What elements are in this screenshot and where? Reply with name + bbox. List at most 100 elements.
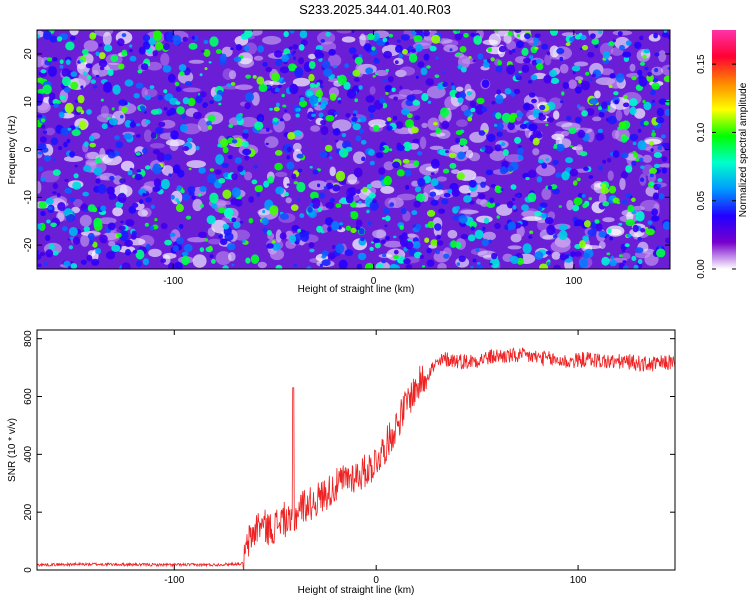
heatmap-cell xyxy=(320,150,328,158)
heatmap-cell xyxy=(283,30,289,38)
heatmap-cell xyxy=(485,169,494,176)
heatmap-cell xyxy=(460,209,479,214)
heatmap-cell xyxy=(80,234,90,247)
heatmap-cell xyxy=(607,228,612,234)
heatmap-cell xyxy=(352,113,357,117)
heatmap-cell xyxy=(598,111,605,118)
heatmap-cell xyxy=(649,140,655,146)
heatmap-cell xyxy=(487,46,493,53)
heatmap-cell xyxy=(637,128,642,133)
heatmap-cell xyxy=(221,85,240,90)
heatmap-cell xyxy=(612,39,616,43)
heatmap-cell xyxy=(522,216,542,221)
heatmap-cell xyxy=(211,258,216,264)
heatmap-cell xyxy=(481,238,489,247)
heatmap-cell xyxy=(625,40,632,46)
heatmap-cell xyxy=(429,132,446,137)
heatmap-cell xyxy=(221,162,229,168)
heatmap-cell xyxy=(631,205,645,211)
heatmap-cell xyxy=(470,226,475,231)
heatmap-cell xyxy=(245,42,257,55)
heatmap-cell xyxy=(273,106,280,112)
heatmap-cell xyxy=(262,209,266,214)
heatmap-cell xyxy=(561,32,577,37)
heatmap-cell xyxy=(438,208,446,214)
heatmap-cell xyxy=(310,125,320,132)
heatmap-cell xyxy=(295,107,300,112)
heatmap-cell xyxy=(199,247,205,253)
heatmap-cell xyxy=(211,203,218,209)
heatmap-cell xyxy=(74,164,78,168)
heatmap-cell xyxy=(363,43,372,52)
heatmap-cell xyxy=(215,251,232,266)
heatmap-cell xyxy=(309,82,316,88)
heatmap-cell xyxy=(558,224,568,231)
heatmap-cell xyxy=(336,140,345,151)
heatmap-cell xyxy=(467,234,476,242)
heatmap-cell xyxy=(186,137,193,143)
heatmap-cell xyxy=(274,87,280,93)
heatmap-cell xyxy=(458,255,466,263)
heatmap-cell xyxy=(179,223,184,229)
heatmap-cell xyxy=(309,202,313,207)
heatmap-cell xyxy=(494,144,502,152)
heatmap-cell xyxy=(580,34,587,41)
heatmap-cell xyxy=(199,73,203,77)
heatmap-cell xyxy=(631,255,637,261)
heatmap-cell xyxy=(254,121,264,130)
heatmap-cell xyxy=(188,42,198,50)
heatmap-cell xyxy=(233,229,251,241)
heatmap-cell xyxy=(657,184,662,188)
heatmap-cell xyxy=(514,136,522,144)
heatmap-cell xyxy=(149,85,155,89)
heatmap-cell xyxy=(385,121,390,125)
heatmap-cell xyxy=(53,103,59,108)
heatmap-cell xyxy=(566,115,572,121)
heatmap-cell xyxy=(578,32,583,37)
heatmap-cell xyxy=(518,70,522,74)
heatmap-cell xyxy=(286,161,295,170)
heatmap-cell xyxy=(558,205,562,208)
heatmap-cell xyxy=(338,259,348,269)
heatmap-cell xyxy=(618,254,623,258)
heatmap-cell xyxy=(153,178,162,188)
heatmap-cell xyxy=(183,244,193,253)
heatmap-cell xyxy=(633,264,639,269)
heatmap-cell xyxy=(539,263,549,269)
heatmap-cell xyxy=(279,118,284,122)
heatmap-cell xyxy=(412,100,421,106)
heatmap-cell xyxy=(152,30,162,41)
heatmap-cell xyxy=(89,32,97,40)
heatmap-cell xyxy=(483,59,488,63)
heatmap-cell xyxy=(515,73,520,79)
heatmap-cell xyxy=(242,239,246,244)
heatmap-cell xyxy=(643,48,650,54)
heatmap-cell xyxy=(281,54,289,63)
heatmap-cell xyxy=(208,245,213,251)
heatmap-cell xyxy=(103,44,113,52)
heatmap-cell xyxy=(112,207,123,217)
heatmap-cell xyxy=(46,57,53,62)
heatmap-cell xyxy=(37,56,45,68)
heatmap-cell xyxy=(612,150,620,158)
heatmap-cell xyxy=(284,109,288,113)
heatmap-cell xyxy=(394,60,399,65)
heatmap-cell xyxy=(262,227,268,234)
heatmap-cell xyxy=(129,44,133,48)
heatmap-cell xyxy=(483,217,490,224)
heatmap-cell xyxy=(426,247,432,254)
snr-x-tick-label: 0 xyxy=(373,575,379,586)
heatmap-cell xyxy=(279,213,289,220)
heatmap-cell xyxy=(350,211,359,220)
heatmap-cell xyxy=(329,166,336,177)
heatmap-cell xyxy=(383,161,395,171)
heatmap-cell xyxy=(399,238,409,247)
heatmap-y-tick-label: 10 xyxy=(23,96,34,108)
heatmap-cell xyxy=(163,89,168,94)
heatmap-cell xyxy=(83,209,88,213)
heatmap-cell xyxy=(296,198,301,203)
heatmap-cell xyxy=(455,137,461,144)
heatmap-cell xyxy=(37,34,40,39)
heatmap-xlabel: Height of straight line (km) xyxy=(298,284,415,295)
heatmap-cell xyxy=(658,163,670,168)
